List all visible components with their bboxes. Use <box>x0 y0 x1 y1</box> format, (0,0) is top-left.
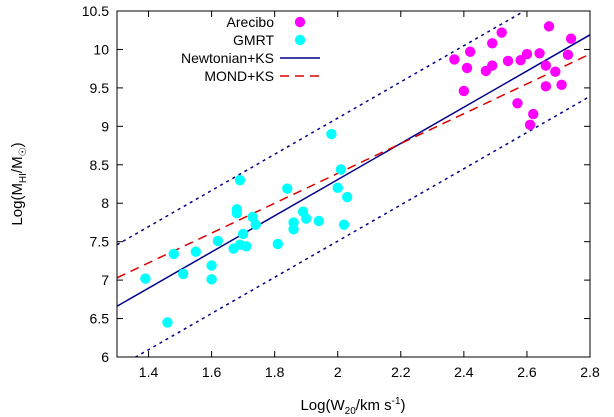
legend-label-newtonian-ks: Newtonian+KS <box>181 50 274 66</box>
legend-label-mond-ks: MOND+KS <box>204 68 274 84</box>
y-tick-label: 8.5 <box>90 157 110 173</box>
data-point-gmrt <box>288 224 299 235</box>
data-point-gmrt <box>140 273 151 284</box>
data-point-gmrt <box>206 260 217 271</box>
data-point-arecibo <box>524 119 536 130</box>
data-point-gmrt <box>326 128 337 140</box>
legend-label-gmrt: GMRT <box>233 32 274 48</box>
data-point-arecibo <box>540 81 552 92</box>
y-tick-label: 8 <box>101 195 109 211</box>
data-point-arecibo <box>540 60 552 71</box>
data-point-arecibo <box>458 85 470 97</box>
x-tick-label: 2.2 <box>391 364 411 380</box>
y-tick-label: 9 <box>101 118 109 134</box>
y-tick-label: 6 <box>101 349 109 365</box>
data-point-arecibo <box>512 98 523 109</box>
data-point-gmrt <box>178 268 189 280</box>
data-point-arecibo <box>565 33 577 44</box>
y-tick-label: 10 <box>93 41 109 57</box>
data-point-arecibo <box>528 108 539 120</box>
data-point-arecibo <box>461 62 473 74</box>
data-point-gmrt <box>190 246 202 257</box>
data-point-gmrt <box>162 317 173 328</box>
data-point-arecibo <box>496 27 507 38</box>
ticks-layer: 1.4 1.6 1.8 2 2.2 2.4 2.6 2.8 6 6.5 7 7.5 8 8.5 9 9.5 10… <box>82 3 600 380</box>
x-tick-label: 2 <box>334 364 342 380</box>
data-point-arecibo <box>556 79 567 91</box>
data-point-arecibo <box>464 46 476 57</box>
x-tick-label: 1.8 <box>265 364 285 380</box>
x-tick-label: 2.4 <box>454 364 474 380</box>
data-point-gmrt <box>282 183 293 194</box>
legend: Arecibo GMRT Newtonian+KS MOND+KS <box>181 14 320 84</box>
data-point-gmrt <box>231 208 243 219</box>
y-tick-label: 7 <box>101 272 109 288</box>
legend-marker-arecibo <box>294 16 306 28</box>
x-tick-label: 2.8 <box>580 364 600 380</box>
data-point-arecibo <box>550 66 561 77</box>
data-point-gmrt <box>241 241 252 252</box>
series-line-mond-ks <box>117 53 590 279</box>
data-point-gmrt <box>313 215 325 227</box>
x-tick-label: 1.4 <box>139 364 159 380</box>
y-tick-label: 6.5 <box>90 311 110 327</box>
data-point-gmrt <box>237 228 249 240</box>
data-point-arecibo <box>562 49 574 61</box>
x-axis-label: Log(W20/km s-1) <box>300 396 405 417</box>
data-point-gmrt <box>272 238 284 250</box>
data-point-arecibo <box>487 60 498 71</box>
x-tick-label: 1.6 <box>202 364 222 380</box>
y-tick-label: 7.5 <box>90 234 110 250</box>
data-point-arecibo <box>449 54 460 65</box>
legend-label-arecibo: Arecibo <box>227 14 275 30</box>
data-point-arecibo <box>487 38 498 49</box>
legend-marker-gmrt <box>294 34 306 46</box>
data-point-arecibo <box>534 48 545 59</box>
data-point-gmrt <box>332 182 343 194</box>
data-point-gmrt <box>212 235 224 247</box>
data-point-gmrt <box>234 174 246 186</box>
data-point-gmrt <box>168 248 179 260</box>
data-point-gmrt <box>250 219 261 230</box>
y-axis-label: Log(MHI/M☉) <box>9 142 29 225</box>
data-point-arecibo <box>543 21 555 32</box>
data-point-arecibo <box>502 55 514 67</box>
data-point-gmrt <box>206 274 217 285</box>
data-point-gmrt <box>341 191 353 203</box>
y-tick-label: 10.5 <box>82 3 109 19</box>
plot-frame <box>116 10 591 358</box>
series-line-newtonian-ks <box>117 34 590 307</box>
data-point-gmrt <box>335 164 347 175</box>
data-point-arecibo <box>521 48 533 60</box>
data-point-gmrt <box>338 219 350 230</box>
series-layer <box>117 11 590 357</box>
y-tick-label: 9.5 <box>90 80 110 96</box>
data-point-gmrt <box>301 213 312 224</box>
x-tick-label: 2.6 <box>517 364 537 380</box>
